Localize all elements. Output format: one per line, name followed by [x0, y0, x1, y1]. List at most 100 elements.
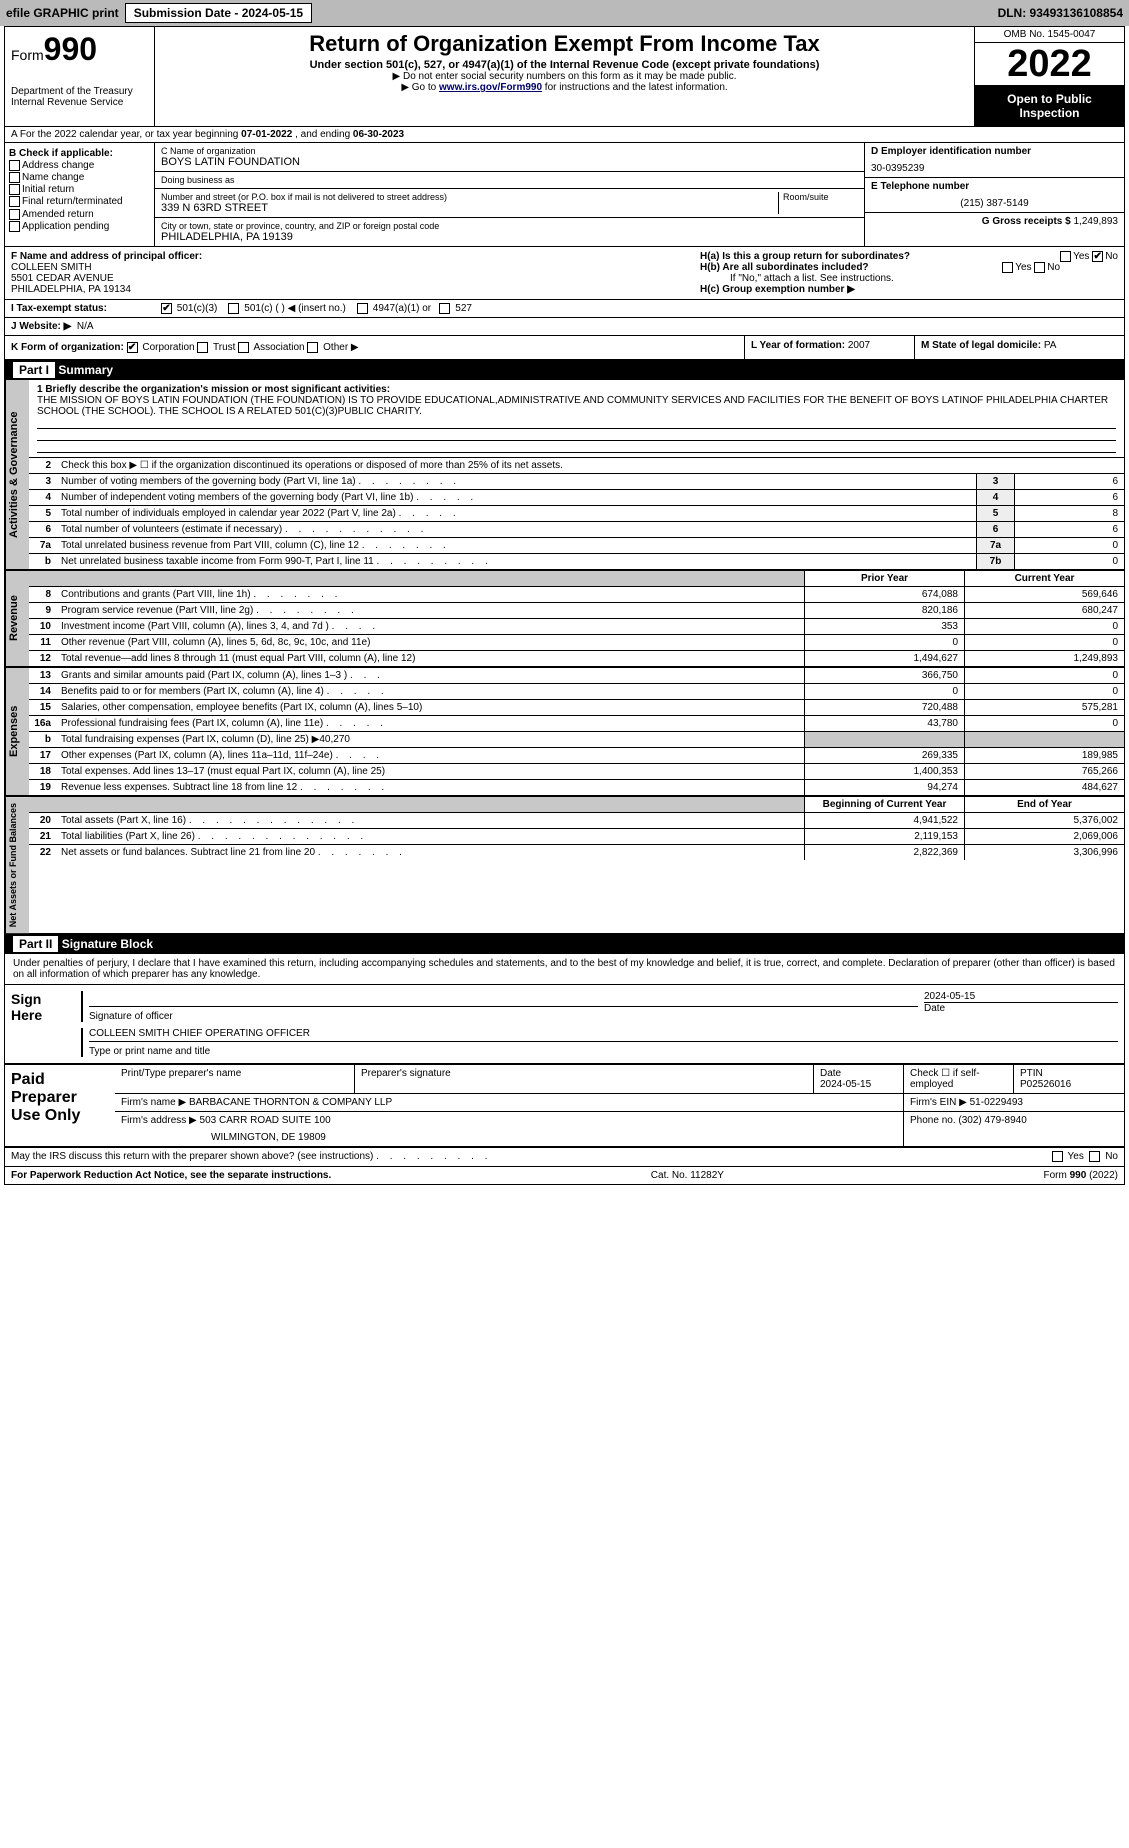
line-14: 14Benefits paid to or for members (Part …: [29, 683, 1124, 699]
row-i-tax-status: I Tax-exempt status: 501(c)(3) 501(c) ( …: [5, 300, 1124, 318]
part-1-header: Part I Summary: [5, 360, 1124, 380]
dept-treasury: Department of the Treasury Internal Reve…: [11, 86, 161, 108]
irs-link[interactable]: www.irs.gov/Form990: [439, 82, 542, 93]
ein: 30-0395239: [871, 163, 1118, 174]
year-formation: 2007: [848, 340, 870, 351]
sig-declaration: Under penalties of perjury, I declare th…: [5, 954, 1124, 985]
firm-addr1: 503 CARR ROAD SUITE 100: [200, 1115, 331, 1126]
efile-topbar: efile GRAPHIC print Submission Date - 20…: [0, 0, 1129, 26]
chk-4947[interactable]: [357, 303, 368, 314]
h-b: H(b) Are all subordinates included? Yes …: [700, 262, 1118, 273]
chk-name-change[interactable]: [9, 172, 20, 183]
chk-address-change[interactable]: [9, 160, 20, 171]
chk-hb-no[interactable]: [1034, 262, 1045, 273]
form-subtitle: Under section 501(c), 527, or 4947(a)(1)…: [165, 59, 964, 71]
officer-name: COLLEEN SMITH: [11, 262, 688, 273]
line-20: 20Total assets (Part X, line 16) . . . .…: [29, 812, 1124, 828]
line-17: 17Other expenses (Part IX, column (A), l…: [29, 747, 1124, 763]
irs-discuss-row: May the IRS discuss this return with the…: [5, 1148, 1124, 1166]
form-number: Form990: [11, 31, 148, 68]
mission-text: THE MISSION OF BOYS LATIN FOUNDATION (TH…: [37, 395, 1116, 417]
row-j-website: J Website: ▶ N/A: [5, 318, 1124, 336]
line-16a: 16aProfessional fundraising fees (Part I…: [29, 715, 1124, 731]
officer-signature[interactable]: [89, 993, 918, 1007]
ptin: P02526016: [1020, 1079, 1071, 1090]
firm-phone: (302) 479-8940: [958, 1115, 1026, 1126]
line-22: 22Net assets or fund balances. Subtract …: [29, 844, 1124, 860]
h-a: H(a) Is this a group return for subordin…: [700, 251, 1118, 262]
row-a-period: A For the 2022 calendar year, or tax yea…: [5, 127, 1124, 143]
summary-netassets: Net Assets or Fund Balances Beginning of…: [5, 795, 1124, 934]
submission-date-btn[interactable]: Submission Date - 2024-05-15: [125, 3, 312, 23]
line-4: 4Number of independent voting members of…: [29, 489, 1124, 505]
tax-year: 2022: [975, 43, 1124, 86]
row-klm: K Form of organization: Corporation Trus…: [5, 336, 1124, 360]
line-16b: bTotal fundraising expenses (Part IX, co…: [29, 731, 1124, 747]
mission-block: 1 Briefly describe the organization's mi…: [29, 380, 1124, 457]
col-c-org: C Name of organizationBOYS LATIN FOUNDAT…: [155, 143, 864, 246]
chk-discuss-yes[interactable]: [1052, 1151, 1063, 1162]
sign-here-block: Sign Here Signature of officer 2024-05-1…: [5, 985, 1124, 1065]
tab-governance: Activities & Governance: [5, 380, 29, 569]
prep-date: 2024-05-15: [820, 1079, 871, 1090]
section-bcd: B Check if applicable: Address change Na…: [5, 143, 1124, 247]
line-9: 9Program service revenue (Part VIII, lin…: [29, 602, 1124, 618]
officer-addr1: 5501 CEDAR AVENUE: [11, 273, 688, 284]
tab-revenue: Revenue: [5, 571, 29, 666]
col-b-checkboxes: B Check if applicable: Address change Na…: [5, 143, 155, 246]
website: N/A: [77, 321, 94, 332]
state-domicile: PA: [1044, 340, 1057, 351]
h-b-note: If "No," attach a list. See instructions…: [700, 273, 1118, 284]
chk-final-return[interactable]: [9, 196, 20, 207]
telephone: (215) 387-5149: [871, 198, 1118, 209]
public-inspection: Open to Public Inspection: [975, 86, 1124, 126]
line-11: 11Other revenue (Part VIII, column (A), …: [29, 634, 1124, 650]
gross-receipts: 1,249,893: [1074, 216, 1119, 227]
efile-label: efile GRAPHIC print: [6, 6, 119, 20]
officer-addr2: PHILADELPHIA, PA 19134: [11, 284, 688, 295]
line-7a: 7aTotal unrelated business revenue from …: [29, 537, 1124, 553]
chk-ha-no[interactable]: [1092, 251, 1103, 262]
chk-corp[interactable]: [127, 342, 138, 353]
org-city: PHILADELPHIA, PA 19139: [161, 231, 439, 243]
firm-name: BARBACANE THORNTON & COMPANY LLP: [189, 1097, 392, 1108]
tab-expenses: Expenses: [5, 668, 29, 795]
chk-app-pending[interactable]: [9, 221, 20, 232]
org-street: 339 N 63RD STREET: [161, 202, 778, 214]
chk-501c[interactable]: [228, 303, 239, 314]
chk-527[interactable]: [439, 303, 450, 314]
ssn-note: ▶ Do not enter social security numbers o…: [165, 71, 964, 82]
line-21: 21Total liabilities (Part X, line 26) . …: [29, 828, 1124, 844]
summary-governance: Activities & Governance 1 Briefly descri…: [5, 380, 1124, 569]
chk-amended[interactable]: [9, 209, 20, 220]
tab-netassets: Net Assets or Fund Balances: [5, 797, 29, 933]
chk-ha-yes[interactable]: [1060, 251, 1071, 262]
firm-addr2: WILMINGTON, DE 19809: [121, 1132, 897, 1143]
line-19: 19Revenue less expenses. Subtract line 1…: [29, 779, 1124, 795]
part-2-header: Part II Signature Block: [5, 934, 1124, 954]
org-name: BOYS LATIN FOUNDATION: [161, 156, 858, 168]
row-fh: F Name and address of principal officer:…: [5, 247, 1124, 300]
chk-trust[interactable]: [197, 342, 208, 353]
chk-501c3[interactable]: [161, 303, 172, 314]
chk-discuss-no[interactable]: [1089, 1151, 1100, 1162]
col-deg: D Employer identification number30-03952…: [864, 143, 1124, 246]
officer-printed-name: COLLEEN SMITH CHIEF OPERATING OFFICER: [89, 1028, 310, 1041]
line-13: 13Grants and similar amounts paid (Part …: [29, 668, 1124, 683]
paid-preparer-block: Paid Preparer Use Only Print/Type prepar…: [5, 1065, 1124, 1148]
h-c: H(c) Group exemption number ▶: [700, 284, 1118, 295]
line-2: 2Check this box ▶ ☐ if the organization …: [29, 457, 1124, 473]
line-12: 12Total revenue—add lines 8 through 11 (…: [29, 650, 1124, 666]
chk-other[interactable]: [307, 342, 318, 353]
line-3: 3Number of voting members of the governi…: [29, 473, 1124, 489]
form-990: Form990 Department of the Treasury Inter…: [4, 26, 1125, 1185]
form-footer: For Paperwork Reduction Act Notice, see …: [5, 1167, 1124, 1184]
line-15: 15Salaries, other compensation, employee…: [29, 699, 1124, 715]
chk-assoc[interactable]: [238, 342, 249, 353]
form-title: Return of Organization Exempt From Incom…: [165, 31, 964, 57]
chk-hb-yes[interactable]: [1002, 262, 1013, 273]
line-5: 5Total number of individuals employed in…: [29, 505, 1124, 521]
line-6: 6Total number of volunteers (estimate if…: [29, 521, 1124, 537]
chk-initial-return[interactable]: [9, 184, 20, 195]
line-18: 18Total expenses. Add lines 13–17 (must …: [29, 763, 1124, 779]
